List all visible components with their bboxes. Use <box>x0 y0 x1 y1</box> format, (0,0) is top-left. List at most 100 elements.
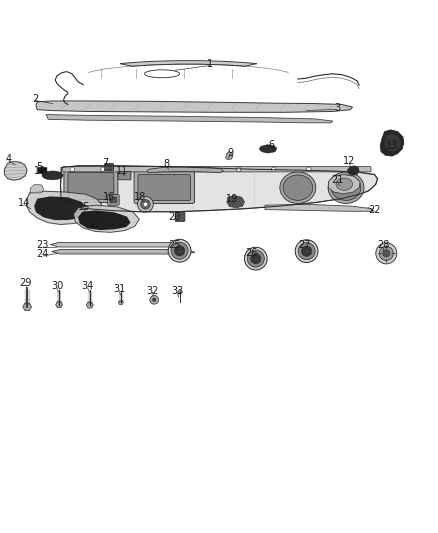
Text: 20: 20 <box>168 213 180 222</box>
Text: 3: 3 <box>334 103 340 113</box>
Ellipse shape <box>42 171 63 180</box>
Circle shape <box>307 167 311 172</box>
FancyBboxPatch shape <box>138 174 191 200</box>
Circle shape <box>251 254 261 264</box>
Circle shape <box>174 246 185 256</box>
Polygon shape <box>328 174 360 194</box>
Polygon shape <box>227 196 244 208</box>
FancyBboxPatch shape <box>110 197 117 203</box>
Polygon shape <box>30 184 44 193</box>
Circle shape <box>84 211 90 217</box>
Polygon shape <box>26 191 102 224</box>
Text: 6: 6 <box>268 140 275 150</box>
Text: 9: 9 <box>227 148 233 158</box>
Text: 18: 18 <box>134 192 146 203</box>
Text: 33: 33 <box>171 286 184 296</box>
FancyBboxPatch shape <box>105 164 113 171</box>
Polygon shape <box>34 197 88 220</box>
Text: 15: 15 <box>78 203 90 212</box>
Text: 32: 32 <box>146 286 159 296</box>
Text: 13: 13 <box>386 141 398 151</box>
Text: 14: 14 <box>18 198 30 208</box>
Text: 24: 24 <box>37 249 49 259</box>
Text: 7: 7 <box>102 158 108 168</box>
Circle shape <box>70 167 74 172</box>
Circle shape <box>301 246 312 256</box>
Text: 11: 11 <box>116 166 128 176</box>
Circle shape <box>201 167 206 172</box>
Circle shape <box>237 167 241 172</box>
Circle shape <box>143 202 148 206</box>
Text: 31: 31 <box>113 284 125 294</box>
Text: 5: 5 <box>36 161 42 172</box>
Text: 12: 12 <box>343 156 356 166</box>
Text: 4: 4 <box>6 154 12 164</box>
FancyBboxPatch shape <box>118 172 131 180</box>
Polygon shape <box>50 243 188 247</box>
Polygon shape <box>265 204 373 211</box>
FancyBboxPatch shape <box>63 167 371 172</box>
Circle shape <box>101 167 105 172</box>
Text: 2: 2 <box>32 94 38 104</box>
Polygon shape <box>78 211 131 230</box>
Polygon shape <box>226 152 233 159</box>
Polygon shape <box>120 61 257 66</box>
Text: 1: 1 <box>207 59 213 69</box>
Ellipse shape <box>280 172 316 204</box>
Ellipse shape <box>328 172 364 204</box>
Polygon shape <box>147 167 223 173</box>
Polygon shape <box>36 101 353 112</box>
Polygon shape <box>4 161 27 180</box>
Ellipse shape <box>145 70 180 78</box>
Text: 23: 23 <box>37 240 49 251</box>
Circle shape <box>379 246 393 260</box>
Text: 19: 19 <box>226 193 238 204</box>
Text: 29: 29 <box>19 278 32 288</box>
Text: 26: 26 <box>246 248 258 259</box>
Circle shape <box>138 197 153 212</box>
Polygon shape <box>60 166 378 212</box>
Text: 10: 10 <box>34 166 46 176</box>
FancyBboxPatch shape <box>38 167 47 173</box>
Text: 28: 28 <box>377 240 389 251</box>
FancyBboxPatch shape <box>108 195 119 205</box>
Text: 16: 16 <box>102 192 115 203</box>
Text: 27: 27 <box>298 240 311 251</box>
Polygon shape <box>86 302 93 308</box>
Polygon shape <box>385 134 401 152</box>
Text: 25: 25 <box>168 240 180 251</box>
Circle shape <box>150 295 159 304</box>
FancyBboxPatch shape <box>68 172 114 199</box>
Polygon shape <box>259 145 277 153</box>
Polygon shape <box>118 300 124 305</box>
Circle shape <box>178 290 181 294</box>
Text: 21: 21 <box>331 175 343 185</box>
Circle shape <box>272 167 276 172</box>
Circle shape <box>171 242 188 259</box>
Circle shape <box>141 199 150 209</box>
Ellipse shape <box>331 175 361 200</box>
FancyBboxPatch shape <box>175 212 185 221</box>
Polygon shape <box>74 205 139 232</box>
Circle shape <box>298 243 315 260</box>
Circle shape <box>376 243 397 264</box>
Polygon shape <box>23 303 32 311</box>
FancyBboxPatch shape <box>64 169 118 203</box>
Polygon shape <box>46 115 333 123</box>
Ellipse shape <box>336 178 353 190</box>
Circle shape <box>247 250 264 267</box>
Circle shape <box>383 250 390 257</box>
Polygon shape <box>347 166 359 175</box>
Polygon shape <box>380 130 404 156</box>
Text: 30: 30 <box>51 281 63 291</box>
Polygon shape <box>52 249 195 254</box>
Text: 8: 8 <box>163 159 170 169</box>
FancyBboxPatch shape <box>134 172 194 204</box>
Circle shape <box>295 240 318 263</box>
Circle shape <box>168 239 191 262</box>
Ellipse shape <box>283 175 313 200</box>
Polygon shape <box>56 302 63 308</box>
Text: 34: 34 <box>81 281 94 291</box>
Circle shape <box>244 247 267 270</box>
FancyBboxPatch shape <box>106 165 112 169</box>
